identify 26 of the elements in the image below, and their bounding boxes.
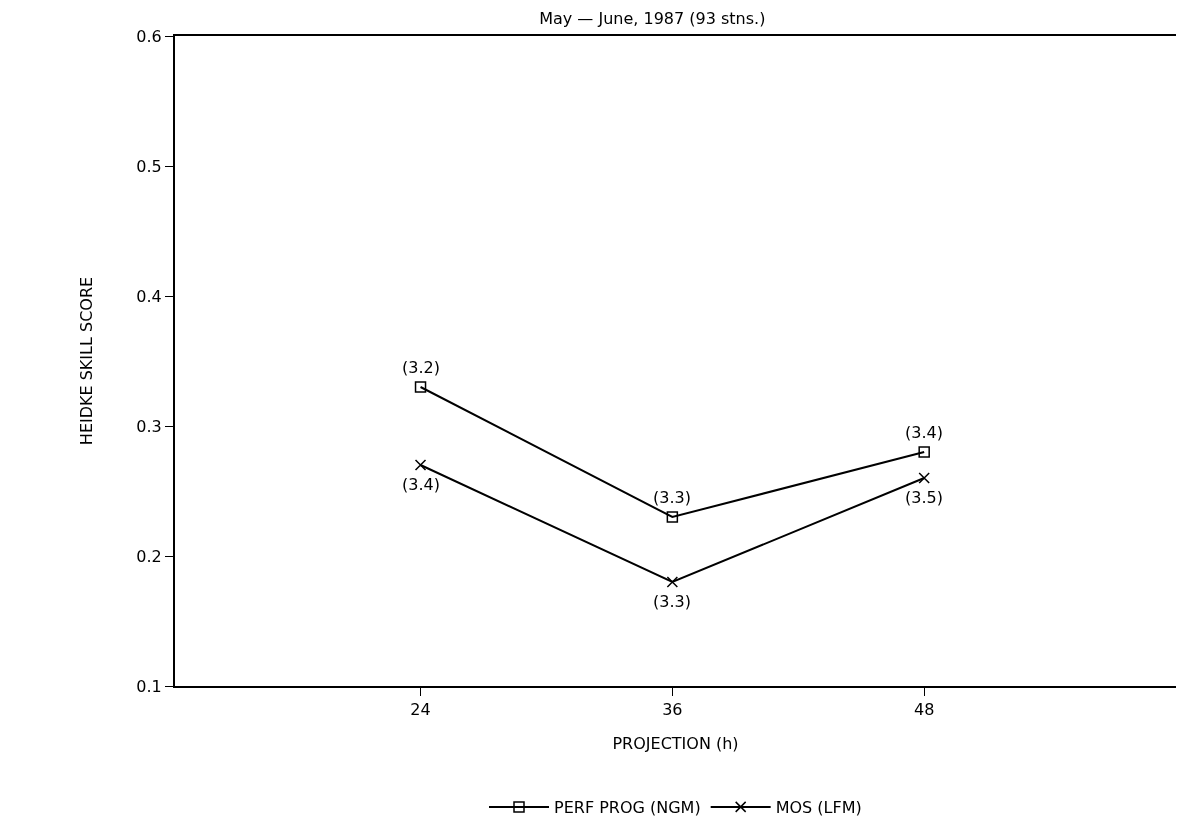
x-tick-label: 36 (662, 700, 683, 720)
annotation: (3.2) (402, 358, 440, 377)
point (666, 576, 679, 588)
point (918, 472, 930, 484)
x-tick-label: 24 (410, 700, 431, 720)
y-tick-label: 0.5 (136, 156, 162, 176)
annotation: (3.3) (653, 592, 691, 611)
point (918, 446, 930, 458)
y-tick-label: 0.6 (136, 26, 162, 46)
y-tick-label: 0.2 (136, 546, 162, 566)
x-axis-title: PROJECTION (h) (612, 734, 739, 754)
legend-label: MOS (LFM) (775, 798, 862, 818)
point (414, 459, 427, 471)
x-tick-label: 48 (914, 700, 935, 720)
y-tick-label: 0.4 (136, 286, 162, 306)
y-tick-label: 0.3 (136, 416, 162, 436)
point (666, 511, 679, 523)
chart-title: May — June, 1987 (93 stns.) (539, 8, 766, 28)
annotation: (3.5) (905, 488, 943, 507)
y-tick-label: 0.1 (136, 676, 162, 696)
annotation: (3.4) (402, 475, 440, 494)
y-axis-title: HEIDKE SKILL SCORE (76, 276, 96, 446)
annotation: (3.4) (905, 423, 943, 442)
point (414, 381, 427, 393)
legend-label: PERF PROG (NGM) (554, 798, 701, 818)
annotation: (3.3) (653, 488, 691, 507)
